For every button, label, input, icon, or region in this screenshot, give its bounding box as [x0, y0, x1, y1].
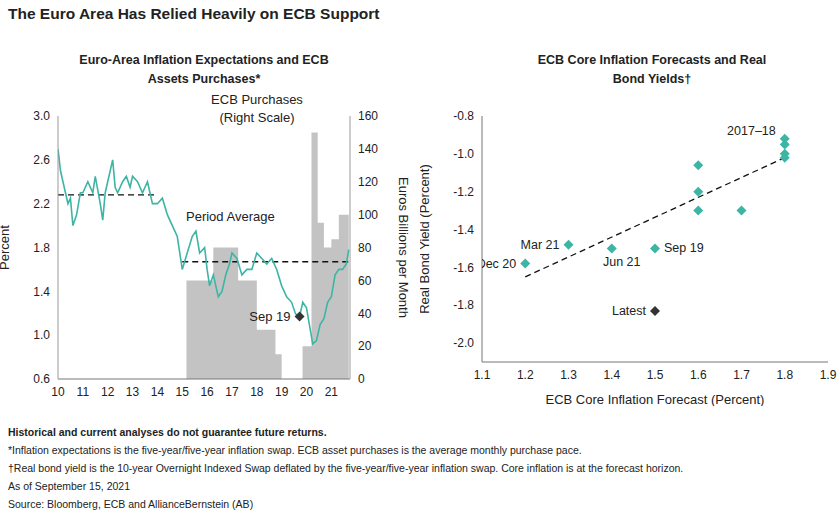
svg-text:1.4: 1.4: [603, 368, 620, 382]
svg-text:15: 15: [176, 385, 190, 399]
html-text:Historical and current analyse: Historical and current analyses do not g…: [8, 426, 327, 438]
html-text:Period Average: Period Average: [186, 209, 275, 224]
svg-text:Sep 19: Sep 19: [664, 241, 704, 255]
svg-text:17: 17: [225, 385, 239, 399]
svg-text:1.4: 1.4: [33, 285, 50, 299]
svg-text:0.6: 0.6: [33, 372, 50, 386]
html-text:The Euro Area Has Relied Heavi: The Euro Area Has Relied Heavily on ECB …: [8, 5, 380, 22]
svg-text:80: 80: [358, 241, 372, 255]
svg-text:1.8: 1.8: [33, 241, 50, 255]
svg-text:14: 14: [151, 385, 165, 399]
svg-text:16: 16: [200, 385, 214, 399]
svg-text:-1.6: -1.6: [453, 261, 474, 275]
svg-text:Sep 19: Sep 19: [249, 309, 290, 324]
svg-text:Percent: Percent: [8, 225, 12, 270]
svg-text:13: 13: [126, 385, 140, 399]
html-text:*Inflation expectations is the: *Inflation expectations is the five-year…: [8, 444, 582, 456]
svg-text:12: 12: [101, 385, 115, 399]
svg-text:Jun 21: Jun 21: [603, 255, 641, 269]
html-text:Source: Bloomberg, ECB and All: Source: Bloomberg, ECB and AllianceBerns…: [8, 498, 254, 510]
svg-text:21: 21: [325, 385, 339, 399]
html-text:†Real bond yield is the 10-yea: †Real bond yield is the 10-year Overnigh…: [8, 462, 684, 474]
svg-text:2.2: 2.2: [33, 197, 50, 211]
svg-text:2017–18: 2017–18: [727, 124, 776, 138]
svg-text:20: 20: [358, 339, 372, 353]
svg-text:18: 18: [250, 385, 264, 399]
svg-text:Dec 20: Dec 20: [482, 257, 516, 271]
html-text:(Right Scale): (Right Scale): [219, 110, 295, 125]
html-text:Euro-Area Inflation Expectatio: Euro-Area Inflation Expectations and ECB…: [79, 53, 329, 86]
svg-text:-1.2: -1.2: [453, 185, 474, 199]
svg-text:ECB Core Inflation Forecast (P: ECB Core Inflation Forecast (Percent): [546, 392, 765, 406]
svg-text:1.5: 1.5: [647, 368, 664, 382]
svg-text:1.3: 1.3: [560, 368, 577, 382]
svg-text:10: 10: [51, 385, 65, 399]
svg-text:Real Bond Yield (Percent): Real Bond Yield (Percent): [420, 164, 432, 314]
svg-text:-1.4: -1.4: [453, 223, 474, 237]
svg-text:60: 60: [358, 274, 372, 288]
svg-text:40: 40: [358, 307, 372, 321]
svg-text:Mar 21: Mar 21: [521, 238, 560, 252]
svg-text:-1.8: -1.8: [453, 298, 474, 312]
svg-text:Euros Billions per Month: Euros Billions per Month: [396, 177, 411, 318]
svg-text:-1.0: -1.0: [453, 147, 474, 161]
svg-text:1.7: 1.7: [733, 368, 750, 382]
html-text:As of September 15, 2021: As of September 15, 2021: [8, 480, 130, 492]
svg-text:160: 160: [358, 109, 378, 123]
svg-text:2.6: 2.6: [33, 153, 50, 167]
svg-text:1.6: 1.6: [690, 368, 707, 382]
svg-text:100: 100: [358, 208, 378, 222]
svg-text:-0.8: -0.8: [453, 109, 474, 123]
svg-text:1.1: 1.1: [474, 368, 491, 382]
svg-text:11: 11: [77, 385, 90, 399]
svg-text:140: 140: [358, 142, 378, 156]
svg-text:1.9: 1.9: [820, 368, 832, 382]
svg-text:1.0: 1.0: [33, 328, 50, 342]
html-text:ECB Purchases: ECB Purchases: [211, 92, 303, 107]
svg-text:Latest: Latest: [612, 304, 647, 318]
svg-text:19: 19: [275, 385, 289, 399]
svg-text:-2.0: -2.0: [453, 336, 474, 350]
svg-text:20: 20: [300, 385, 314, 399]
svg-text:120: 120: [358, 175, 378, 189]
html-text:ECB Core Inflation Forecasts a: ECB Core Inflation Forecasts and Real Bo…: [537, 53, 767, 86]
svg-text:3.0: 3.0: [33, 109, 50, 123]
svg-text:0: 0: [358, 372, 365, 386]
svg-text:1.2: 1.2: [517, 368, 534, 382]
svg-text:1.8: 1.8: [776, 368, 793, 382]
